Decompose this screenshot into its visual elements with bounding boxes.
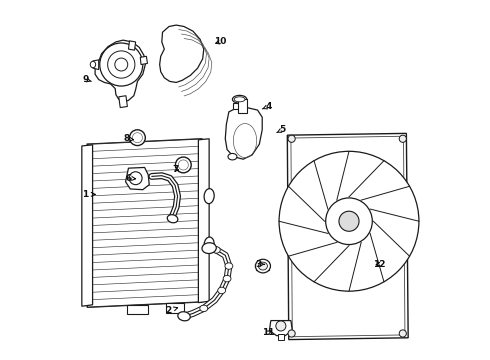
- Circle shape: [115, 58, 128, 71]
- Ellipse shape: [204, 237, 214, 252]
- Circle shape: [276, 321, 286, 331]
- Ellipse shape: [178, 312, 190, 321]
- Circle shape: [100, 43, 143, 86]
- Text: 8: 8: [123, 134, 133, 143]
- Text: 7: 7: [172, 165, 179, 174]
- Polygon shape: [270, 320, 293, 336]
- Circle shape: [129, 130, 146, 145]
- Circle shape: [288, 135, 295, 142]
- Ellipse shape: [167, 215, 178, 223]
- Ellipse shape: [234, 97, 245, 102]
- Polygon shape: [128, 41, 136, 50]
- Bar: [238, 99, 247, 113]
- Circle shape: [175, 157, 191, 173]
- Text: 3: 3: [255, 260, 265, 269]
- Ellipse shape: [200, 305, 208, 312]
- Text: 5: 5: [277, 125, 286, 134]
- Circle shape: [108, 51, 135, 78]
- Text: 11: 11: [262, 328, 274, 337]
- Polygon shape: [140, 56, 147, 64]
- Bar: [233, 103, 246, 109]
- Polygon shape: [93, 60, 98, 69]
- Polygon shape: [198, 139, 209, 303]
- Circle shape: [399, 135, 406, 142]
- Circle shape: [326, 198, 372, 244]
- Ellipse shape: [218, 287, 225, 294]
- Polygon shape: [82, 145, 93, 306]
- Circle shape: [399, 330, 406, 337]
- Ellipse shape: [90, 61, 96, 68]
- Text: 12: 12: [373, 260, 386, 269]
- Circle shape: [178, 160, 188, 170]
- Ellipse shape: [202, 243, 216, 253]
- Ellipse shape: [223, 275, 231, 282]
- Circle shape: [288, 330, 295, 337]
- Polygon shape: [126, 305, 148, 315]
- Polygon shape: [160, 25, 204, 82]
- Circle shape: [279, 151, 419, 291]
- Text: 1: 1: [82, 190, 95, 199]
- Text: 6: 6: [125, 174, 136, 183]
- Ellipse shape: [255, 259, 270, 273]
- Ellipse shape: [204, 189, 214, 204]
- Bar: [278, 334, 284, 340]
- Text: 10: 10: [214, 37, 226, 46]
- Text: 2: 2: [165, 306, 178, 315]
- Ellipse shape: [212, 247, 220, 253]
- Ellipse shape: [232, 95, 247, 103]
- Ellipse shape: [228, 153, 237, 160]
- Text: 4: 4: [262, 102, 271, 111]
- Polygon shape: [119, 96, 127, 108]
- Text: 9: 9: [82, 75, 91, 84]
- Polygon shape: [95, 40, 146, 102]
- Polygon shape: [287, 134, 408, 339]
- Polygon shape: [87, 139, 202, 307]
- Polygon shape: [225, 108, 262, 159]
- Ellipse shape: [225, 263, 233, 269]
- Circle shape: [129, 172, 142, 185]
- Polygon shape: [125, 167, 149, 190]
- Polygon shape: [166, 303, 184, 313]
- Circle shape: [132, 133, 143, 143]
- Bar: [256, 262, 270, 270]
- Ellipse shape: [258, 262, 268, 270]
- Circle shape: [339, 211, 359, 231]
